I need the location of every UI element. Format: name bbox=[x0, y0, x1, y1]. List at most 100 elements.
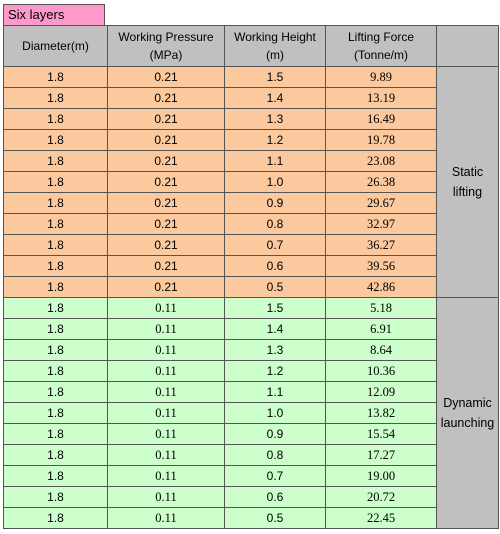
table-row: 1.8 0.21 0.9 29.67 bbox=[3, 192, 499, 214]
force-cell: 36.27 bbox=[325, 234, 437, 256]
header-pressure-unit: (MPa) bbox=[149, 48, 183, 62]
header-row: Diameter(m) Working Pressure (MPa) Worki… bbox=[3, 25, 499, 67]
pressure-cell: 0.21 bbox=[107, 108, 225, 130]
table-row: 1.8 0.11 0.6 20.72 bbox=[3, 486, 499, 508]
group-label-dynamic-launching: Dynamic launching bbox=[436, 297, 499, 529]
height-cell: 0.8 bbox=[224, 213, 326, 235]
table-row: 1.8 0.11 1.3 8.64 bbox=[3, 339, 499, 361]
pressure-cell: 0.21 bbox=[107, 255, 225, 277]
pressure-cell: 0.11 bbox=[107, 423, 225, 445]
pressure-cell: 0.21 bbox=[107, 234, 225, 256]
sheet-title: Six layers bbox=[3, 4, 105, 26]
table-row: 1.8 0.21 0.7 36.27 bbox=[3, 234, 499, 256]
group-label-line2: lifting bbox=[452, 185, 483, 199]
height-cell: 0.5 bbox=[224, 276, 326, 298]
table-row: 1.8 0.21 0.8 32.97 bbox=[3, 213, 499, 235]
diameter-cell: 1.8 bbox=[3, 213, 108, 235]
force-cell: 23.08 bbox=[325, 150, 437, 172]
diameter-cell: 1.8 bbox=[3, 507, 108, 529]
diameter-cell: 1.8 bbox=[3, 444, 108, 466]
header-force-unit: (Tonne/m) bbox=[353, 48, 409, 62]
table-row: 1.8 0.11 1.2 10.36 bbox=[3, 360, 499, 382]
force-cell: 10.36 bbox=[325, 360, 437, 382]
force-cell: 39.56 bbox=[325, 255, 437, 277]
diameter-cell: 1.8 bbox=[3, 423, 108, 445]
height-cell: 1.4 bbox=[224, 318, 326, 340]
height-cell: 1.2 bbox=[224, 129, 326, 151]
table-row: 1.8 0.11 1.4 6.91 bbox=[3, 318, 499, 340]
height-cell: 1.2 bbox=[224, 360, 326, 382]
diameter-cell: 1.8 bbox=[3, 234, 108, 256]
diameter-cell: 1.8 bbox=[3, 129, 108, 151]
header-height-unit: (m) bbox=[266, 48, 284, 62]
height-cell: 1.5 bbox=[224, 66, 326, 88]
height-cell: 1.1 bbox=[224, 381, 326, 403]
height-cell: 0.8 bbox=[224, 444, 326, 466]
pressure-cell: 0.11 bbox=[107, 360, 225, 382]
diameter-cell: 1.8 bbox=[3, 192, 108, 214]
height-cell: 0.7 bbox=[224, 465, 326, 487]
height-cell: 0.9 bbox=[224, 423, 326, 445]
diameter-cell: 1.8 bbox=[3, 66, 108, 88]
diameter-cell: 1.8 bbox=[3, 87, 108, 109]
force-cell: 17.27 bbox=[325, 444, 437, 466]
pressure-cell: 0.11 bbox=[107, 318, 225, 340]
table-row: 1.8 0.11 1.1 12.09 bbox=[3, 381, 499, 403]
pressure-cell: 0.21 bbox=[107, 171, 225, 193]
pressure-cell: 0.11 bbox=[107, 381, 225, 403]
pressure-cell: 0.21 bbox=[107, 66, 225, 88]
pressure-cell: 0.21 bbox=[107, 192, 225, 214]
diameter-cell: 1.8 bbox=[3, 297, 108, 319]
pressure-cell: 0.11 bbox=[107, 507, 225, 529]
table-row: 1.8 0.11 0.5 22.45 bbox=[3, 507, 499, 529]
table-row: 1.8 0.21 1.3 16.49 bbox=[3, 108, 499, 130]
force-cell: 32.97 bbox=[325, 213, 437, 235]
force-cell: 8.64 bbox=[325, 339, 437, 361]
force-cell: 6.91 bbox=[325, 318, 437, 340]
height-cell: 0.6 bbox=[224, 255, 326, 277]
diameter-cell: 1.8 bbox=[3, 276, 108, 298]
force-cell: 16.49 bbox=[325, 108, 437, 130]
table-row: 1.8 0.11 1.5 5.18 Dynamic launching bbox=[3, 297, 499, 529]
pressure-cell: 0.11 bbox=[107, 465, 225, 487]
force-cell: 5.18 bbox=[325, 297, 437, 319]
force-cell: 29.67 bbox=[325, 192, 437, 214]
group-label-line1: Static bbox=[451, 165, 484, 179]
force-cell: 22.45 bbox=[325, 507, 437, 529]
diameter-cell: 1.8 bbox=[3, 486, 108, 508]
table-row: 1.8 0.11 1.0 13.82 bbox=[3, 402, 499, 424]
group-label-line1: Dynamic bbox=[443, 396, 492, 410]
diameter-cell: 1.8 bbox=[3, 255, 108, 277]
diameter-cell: 1.8 bbox=[3, 339, 108, 361]
table-row: 1.8 0.21 1.1 23.08 bbox=[3, 150, 499, 172]
height-cell: 1.4 bbox=[224, 87, 326, 109]
pressure-cell: 0.21 bbox=[107, 87, 225, 109]
table-row: 1.8 0.11 0.9 15.54 bbox=[3, 423, 499, 445]
diameter-cell: 1.8 bbox=[3, 318, 108, 340]
height-cell: 1.5 bbox=[224, 297, 326, 319]
pressure-cell: 0.11 bbox=[107, 339, 225, 361]
force-cell: 13.82 bbox=[325, 402, 437, 424]
diameter-cell: 1.8 bbox=[3, 465, 108, 487]
force-cell: 12.09 bbox=[325, 381, 437, 403]
height-cell: 0.6 bbox=[224, 486, 326, 508]
header-lifting-force: Lifting Force (Tonne/m) bbox=[325, 25, 437, 67]
height-cell: 1.3 bbox=[224, 108, 326, 130]
force-cell: 42.86 bbox=[325, 276, 437, 298]
pressure-cell: 0.21 bbox=[107, 276, 225, 298]
diameter-cell: 1.8 bbox=[3, 150, 108, 172]
header-working-pressure: Working Pressure (MPa) bbox=[107, 25, 225, 67]
height-cell: 1.0 bbox=[224, 171, 326, 193]
pressure-cell: 0.11 bbox=[107, 402, 225, 424]
table-row: 1.8 0.11 0.7 19.00 bbox=[3, 465, 499, 487]
pressure-cell: 0.11 bbox=[107, 444, 225, 466]
force-cell: 15.54 bbox=[325, 423, 437, 445]
pressure-cell: 0.21 bbox=[107, 150, 225, 172]
header-pressure-label: Working Pressure bbox=[118, 30, 214, 44]
data-table: Diameter(m) Working Pressure (MPa) Worki… bbox=[3, 25, 499, 529]
force-cell: 13.19 bbox=[325, 87, 437, 109]
header-force-label: Lifting Force bbox=[347, 30, 415, 44]
pressure-cell: 0.21 bbox=[107, 213, 225, 235]
header-working-height: Working Height (m) bbox=[224, 25, 326, 67]
force-cell: 19.78 bbox=[325, 129, 437, 151]
